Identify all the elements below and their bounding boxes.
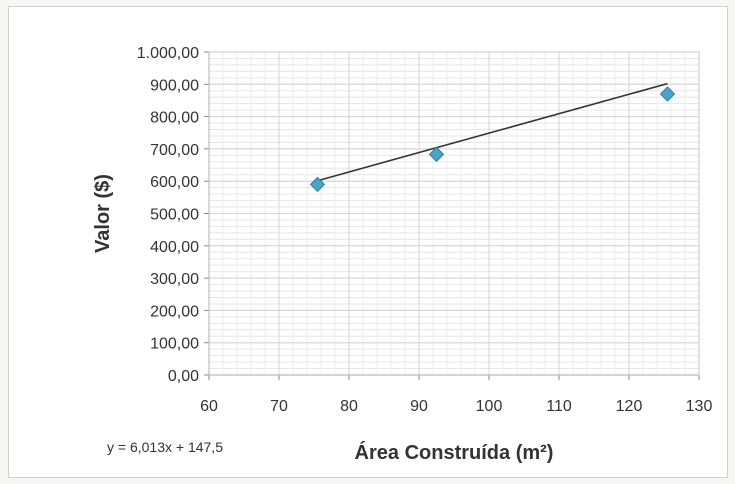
x-tick-label: 120 — [616, 398, 643, 415]
y-tick-label: 100,00 — [150, 336, 199, 353]
data-point — [428, 146, 445, 163]
x-tick-label: 80 — [340, 398, 358, 415]
y-axis-title: Valor ($) — [92, 174, 114, 253]
grid — [208, 51, 700, 376]
y-tick-label: 500,00 — [150, 207, 199, 224]
scatter-chart: 0,00 100,00 200,00 300,00 400,00 500,00 600,00… — [92, 45, 712, 464]
x-tick-label: 60 — [200, 398, 218, 415]
x-axis-title: Área Construída (m²) — [355, 441, 554, 464]
axes — [204, 51, 700, 380]
y-tick-label: 1.000,00 — [137, 45, 199, 62]
x-tick-label: 130 — [686, 398, 713, 415]
data-points — [309, 86, 676, 193]
plot-area-border — [208, 51, 700, 376]
y-tick-labels: 0,00 100,00 200,00 300,00 400,00 500,00 600,00… — [137, 45, 199, 385]
x-tick-label: 100 — [476, 398, 503, 415]
x-tick-label: 90 — [410, 398, 428, 415]
data-point — [659, 86, 676, 102]
y-tick-label: 600,00 — [150, 174, 199, 191]
y-tick-label: 400,00 — [150, 239, 199, 256]
y-tick-label: 200,00 — [150, 303, 199, 320]
trendline-equation: y = 6,013x + 147,5 — [107, 439, 223, 455]
x-tick-label: 110 — [546, 398, 572, 415]
trendline — [317, 82, 668, 182]
y-tick-label: 300,00 — [150, 271, 199, 288]
x-tick-labels: 60 70 80 90 100 110 120 130 — [200, 398, 712, 415]
trendline-layer — [317, 82, 668, 182]
x-tick-label: 70 — [270, 398, 288, 415]
y-tick-label: 700,00 — [150, 142, 199, 159]
y-tick-label: 800,00 — [150, 110, 199, 127]
data-point — [309, 176, 326, 193]
y-tick-label: 900,00 — [150, 77, 199, 94]
chart-container: 0,00 100,00 200,00 300,00 400,00 500,00 600,00… — [8, 6, 728, 478]
y-tick-label: 0,00 — [168, 368, 199, 385]
